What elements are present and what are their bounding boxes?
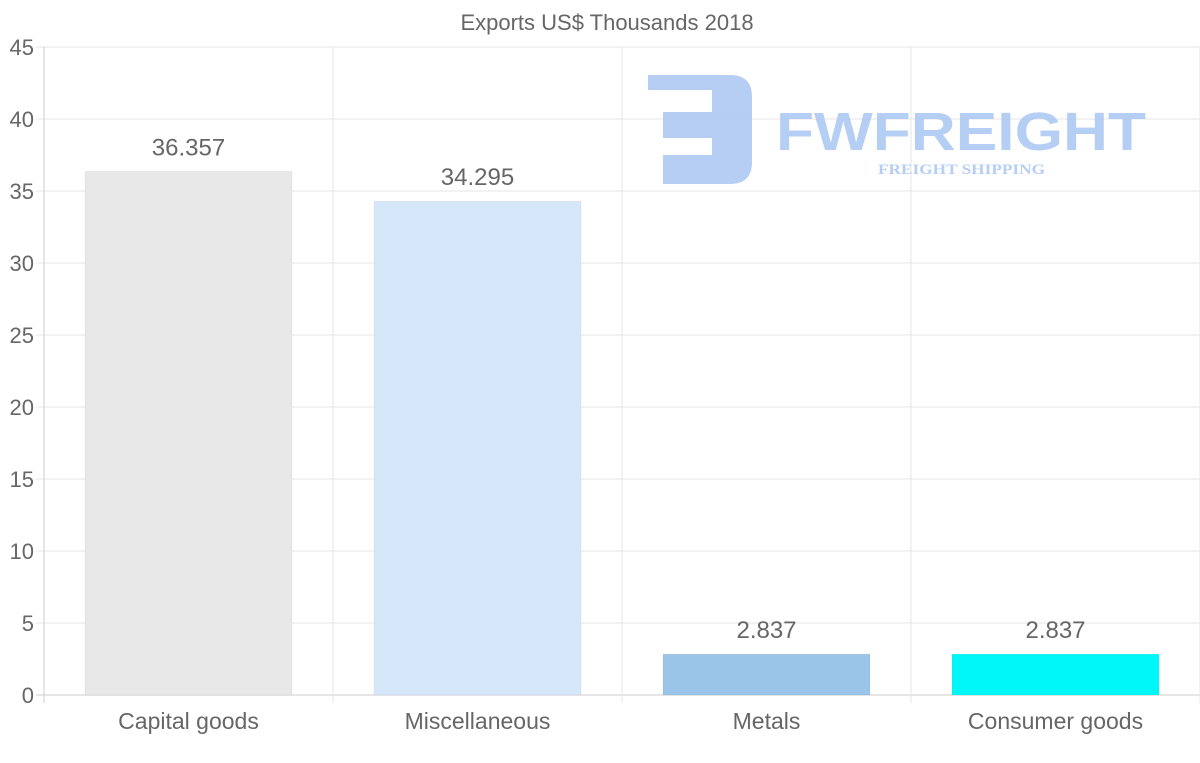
x-tick-label: Capital goods xyxy=(118,708,259,734)
x-tick-label: Metals xyxy=(733,708,801,734)
logo-brand-text: FWFREIGHT xyxy=(776,102,1146,162)
x-tick-label: Miscellaneous xyxy=(405,708,551,734)
bar xyxy=(951,653,1160,696)
y-axis: 0 5 10 15 20 25 30 35 40 45 xyxy=(10,35,34,708)
y-tick-label: 30 xyxy=(10,251,34,276)
y-tick-label: 15 xyxy=(10,467,34,492)
y-tick-label: 25 xyxy=(10,323,34,348)
logo-tagline-text: FREIGHT SHIPPING xyxy=(878,162,1045,178)
y-tick-label: 5 xyxy=(22,611,34,636)
bar xyxy=(662,653,871,696)
bars: 36.357 34.295 2.837 2.837 xyxy=(84,134,1160,696)
y-tick-label: 20 xyxy=(10,395,34,420)
watermark-logo: FWFREIGHT FREIGHT SHIPPING xyxy=(648,75,1146,184)
data-label: 36.357 xyxy=(152,134,225,161)
y-tick-label: 0 xyxy=(22,683,34,708)
chart-title: Exports US$ Thousands 2018 xyxy=(460,10,753,35)
y-tick-label: 35 xyxy=(10,179,34,204)
y-tick-label: 45 xyxy=(10,35,34,60)
bar xyxy=(84,170,293,696)
data-label: 2.837 xyxy=(736,617,796,644)
logo-mark-icon xyxy=(648,75,752,184)
x-tick-label: Consumer goods xyxy=(968,708,1143,734)
data-label: 34.295 xyxy=(441,164,514,191)
data-label: 2.837 xyxy=(1025,617,1085,644)
y-tick-label: 10 xyxy=(10,539,34,564)
x-axis: Capital goods Miscellaneous Metals Consumer… xyxy=(118,708,1143,734)
bar xyxy=(373,200,582,696)
y-tick-label: 40 xyxy=(10,107,34,132)
